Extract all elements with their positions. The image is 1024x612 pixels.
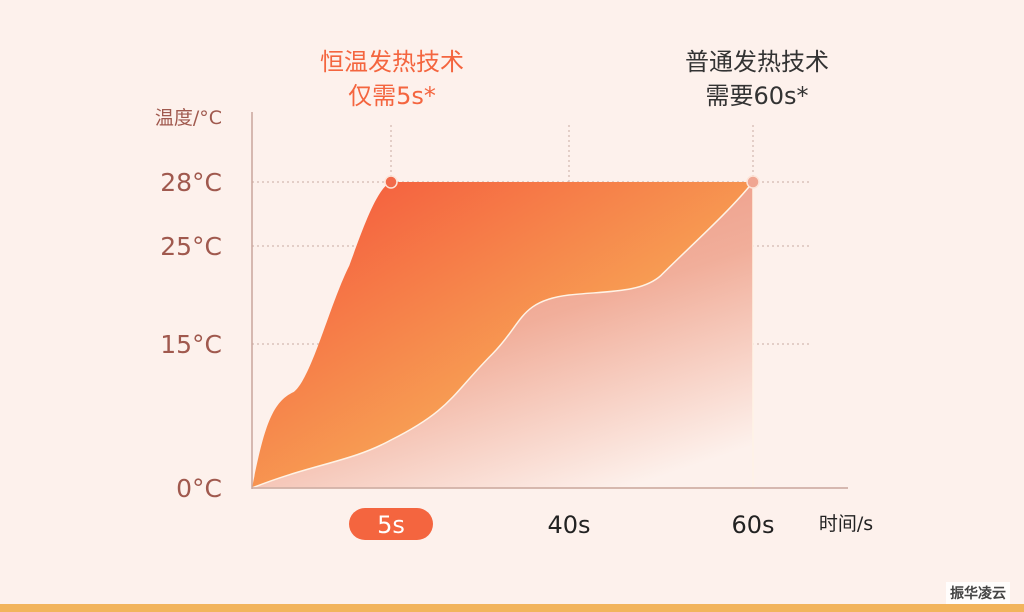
axes [251, 112, 848, 489]
marker-slow-endpoint [746, 175, 760, 189]
series-area-slow [251, 179, 754, 489]
x-tick-highlight-pill [349, 508, 433, 540]
annotation-subtitle: 需要60s* [705, 82, 808, 110]
x-tick-label: 5s [377, 511, 405, 539]
annotation-title: 恒温发热技术 [320, 48, 464, 76]
y-tick-label: 15°C [160, 330, 222, 359]
bottom-accent-bar [0, 604, 1024, 612]
y-tick-label: 25°C [160, 232, 222, 261]
annotation-title: 普通发热技术 [685, 48, 829, 76]
x-tick-label: 60s [731, 511, 774, 539]
x-axis-title: 时间/s [819, 513, 873, 535]
chart-labels: 温度/°C 0°C 15°C 25°C 28°C 5s 40s 60s 时间/s 恒温发热技术仅需… [155, 48, 873, 540]
y-tick-label: 0°C [176, 474, 222, 503]
annotation-subtitle: 仅需5s* [348, 82, 436, 110]
marker-fast-endpoint [384, 175, 398, 189]
watermark: 振华凌云 [946, 582, 1010, 604]
y-axis-title: 温度/°C [155, 107, 222, 129]
x-tick-label: 40s [547, 511, 590, 539]
chart-areas [251, 175, 760, 489]
y-tick-label: 28°C [160, 168, 222, 197]
